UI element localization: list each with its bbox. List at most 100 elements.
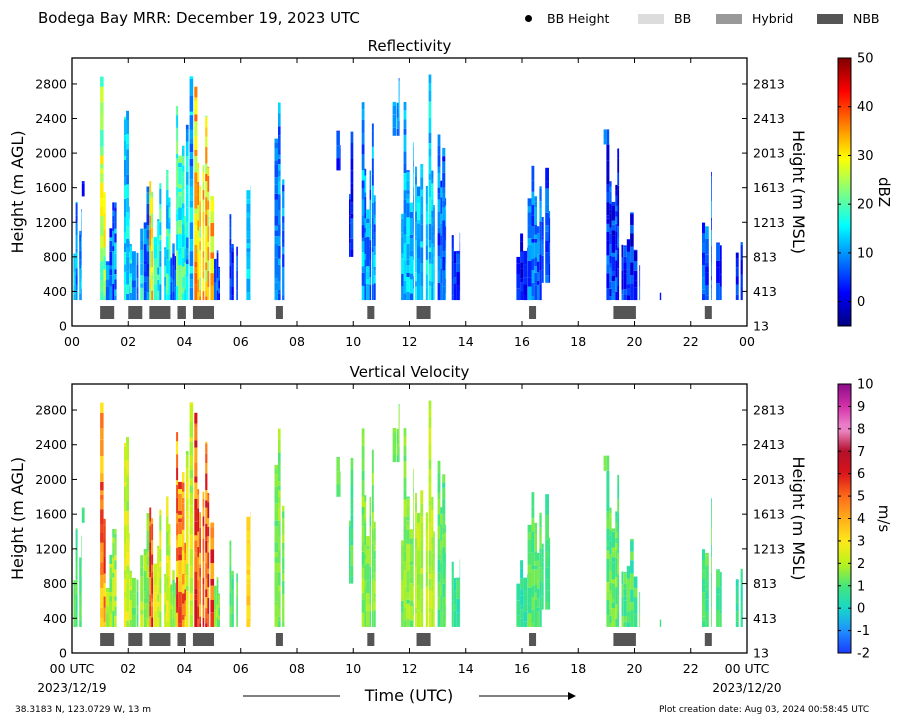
echo-cell [527,598,528,613]
echo-cell [146,597,150,604]
echo-cell [545,225,549,232]
echo-cell [437,472,441,482]
echo-cell [431,497,434,505]
echo-cell [199,589,201,605]
echo-cell [611,579,616,584]
echo-cell [440,507,443,514]
echo-cell [189,565,194,578]
echo-cell [218,266,220,269]
echo-cell [366,253,370,267]
echo-cell [157,547,160,552]
echo-cell [433,283,435,300]
echo-cell [143,228,147,245]
echo-cell [428,409,432,417]
echo-cell [81,538,82,547]
echo-cell [282,179,285,185]
echo-cell [178,167,182,185]
echo-cell [606,470,610,487]
echo-cell [431,543,434,553]
echo-cell [229,542,232,547]
echo-cell [705,599,709,612]
echo-cell [371,269,374,285]
echo-cell [236,279,238,291]
echo-cell [403,190,407,200]
echo-cell [207,241,210,247]
echo-cell [184,289,186,300]
echo-cell [197,263,200,280]
echo-cell [153,284,158,301]
echo-cell [534,234,537,239]
echo-cell [197,498,200,509]
echo-cell [109,578,113,593]
echo-cell [170,265,173,278]
echo-cell [100,113,104,130]
echo-cell [182,620,185,627]
echo-cell [100,439,104,456]
echo-cell [413,142,414,147]
echo-cell [531,180,535,192]
echo-cell [615,250,618,261]
echo-cell [369,246,372,260]
bb-type-bar [367,633,375,646]
echo-cell [189,166,194,180]
echo-cell [274,486,278,492]
echo-cell [194,121,198,137]
echo-cell [545,551,549,558]
echo-cell [453,590,457,604]
colorbar-label: m/s [875,505,893,533]
echo-cell [431,537,434,544]
echo-cell [548,544,551,562]
echo-cell [537,560,540,570]
echo-cell [740,242,743,245]
echo-cell [336,471,340,485]
echo-cell [176,158,179,172]
echo-cell [174,256,177,257]
echo-cell [361,568,365,579]
echo-cell [149,521,152,526]
echo-cell [711,183,712,202]
echo-cell [170,282,173,294]
echo-cell [366,271,370,279]
echo-cell [445,263,447,279]
echo-cell [364,594,367,611]
echo-cell [112,230,115,247]
echo-cell [216,577,219,580]
echo-cell [609,594,612,609]
echo-cell [621,278,624,290]
echo-cell [371,578,374,597]
echo-cell [415,598,417,608]
echo-cell [442,597,446,614]
echo-cell [207,260,210,271]
echo-cell [109,602,113,614]
echo-cell [609,227,612,234]
echo-cell [124,264,127,272]
y-tick-label-right: 2013 [753,146,785,161]
echo-cell [278,113,281,127]
echo-cell [406,516,410,521]
echo-cell [609,536,612,541]
echo-cell [166,288,169,295]
echo-cell [210,258,215,274]
echo-cell [178,227,182,234]
echo-cell [428,240,432,248]
echo-cell [153,585,158,593]
echo-cell [433,247,435,258]
echo-cell [194,510,198,522]
echo-cell [112,222,115,231]
echo-cell [129,277,132,293]
time-axis-label: Time (UTC) [364,686,453,705]
echo-cell [409,256,413,274]
echo-cell [189,593,194,601]
echo-cell [124,482,127,487]
bb-type-bar [100,633,115,646]
echo-cell [114,555,117,561]
echo-cell [349,542,351,550]
echo-cell [100,146,104,156]
echo-cell [182,497,185,504]
echo-cell [205,523,208,537]
echo-cell [129,213,130,219]
echo-cell [202,181,205,190]
echo-cell [339,164,341,171]
echo-cell [617,268,620,286]
echo-cell [124,569,127,579]
